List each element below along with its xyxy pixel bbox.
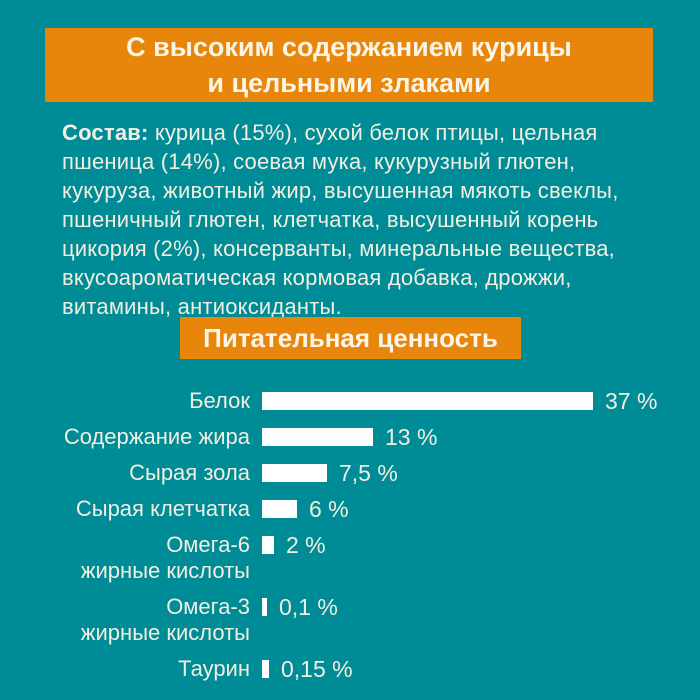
nutrition-chart: Белок 37 % Содержание жира 13 % Сырая зола 7,… <box>0 388 700 692</box>
category-label: Содержание жира <box>63 424 250 449</box>
chart-row: Таурин 0,15 % <box>0 656 700 682</box>
bar-with-value: 0,15 % <box>262 656 353 682</box>
chart-row: Сырая клетчатка 6 % <box>0 496 700 522</box>
bar-with-value: 2 % <box>262 532 326 558</box>
bar-with-value: 0,1 % <box>262 594 338 620</box>
header-banner-line2: и цельными злаками <box>207 68 491 98</box>
category-label: Сырая зола <box>129 460 250 485</box>
composition-label: Состав: <box>62 120 149 145</box>
category-label: Белок <box>189 388 250 413</box>
value-label: 13 % <box>385 423 438 450</box>
bar-with-value: 37 % <box>262 388 657 414</box>
category-label: Сырая клетчатка <box>75 496 250 521</box>
chart-row: Сырая зола 7,5 % <box>0 460 700 486</box>
bar-with-value: 6 % <box>262 496 349 522</box>
value-bar <box>262 392 593 410</box>
value-label: 6 % <box>309 495 349 522</box>
value-bar <box>262 598 267 616</box>
header-banner: С высоким содержанием курицы и цельными … <box>45 28 653 102</box>
section-title: Питательная ценность <box>203 322 498 353</box>
composition-body: курица (15%), сухой белок птицы, цельная… <box>62 120 619 319</box>
value-label: 2 % <box>286 531 326 558</box>
section-title-banner: Питательная ценность <box>180 317 521 359</box>
category-label: Омега-6 жирные кислоты <box>80 532 250 583</box>
value-bar <box>262 536 274 554</box>
category-label: Таурин <box>178 656 250 681</box>
bar-with-value: 13 % <box>262 424 437 450</box>
value-label: 37 % <box>605 387 658 414</box>
chart-row: Содержание жира 13 % <box>0 424 700 450</box>
category-label: Омега-3 жирные кислоты <box>80 594 250 645</box>
bar-with-value: 7,5 % <box>262 460 398 486</box>
chart-row: Белок 37 % <box>0 388 700 414</box>
value-label: 0,15 % <box>281 655 353 682</box>
value-bar <box>262 464 327 482</box>
value-bar <box>262 500 297 518</box>
value-label: 0,1 % <box>279 593 338 620</box>
value-label: 7,5 % <box>339 459 398 486</box>
header-banner-line1: С высоким содержанием курицы <box>126 32 572 62</box>
value-bar <box>262 660 269 678</box>
chart-row: Омега-6 жирные кислоты 2 % <box>0 532 700 584</box>
chart-row: Омега-3 жирные кислоты 0,1 % <box>0 594 700 646</box>
composition-text: Состав: курица (15%), сухой белок птицы,… <box>62 118 648 321</box>
value-bar <box>262 428 373 446</box>
